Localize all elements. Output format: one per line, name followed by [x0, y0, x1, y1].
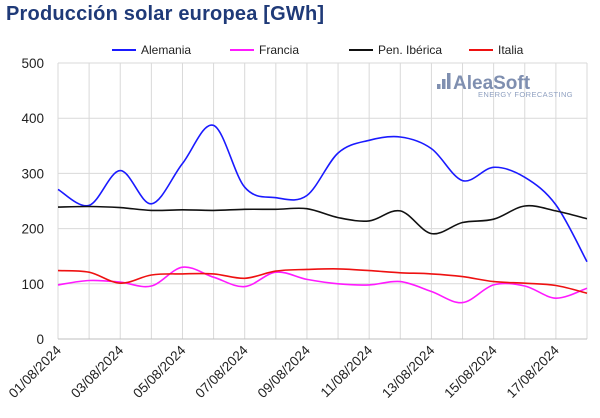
x-tick-label: 05/08/2024 [130, 342, 189, 401]
legend-label: Alemania [141, 43, 191, 57]
legend: Alemania Francia Pen. Ibérica Italia [112, 43, 524, 57]
x-tick-label: 03/08/2024 [68, 342, 127, 401]
logo-name: AleaSoft [453, 73, 531, 94]
y-axis: 0 100 200 300 400 500 [21, 56, 44, 347]
series-line-alemania [57, 124, 588, 263]
series-lines [57, 124, 588, 304]
series-line-francia [57, 266, 588, 304]
y-tick-label: 200 [21, 222, 44, 237]
x-tick-label: 15/08/2024 [441, 342, 500, 401]
legend-label: Francia [259, 43, 299, 57]
x-tick-label: 09/08/2024 [255, 342, 314, 401]
x-tick-label: 07/08/2024 [192, 342, 251, 401]
series-line-italia [57, 268, 588, 294]
y-tick-label: 100 [21, 277, 44, 292]
legend-label: Italia [498, 43, 524, 57]
x-tick-label: 17/08/2024 [504, 342, 563, 401]
x-axis: 01/08/2024 03/08/2024 05/08/2024 07/08/2024… [6, 342, 563, 401]
y-tick-label: 400 [21, 111, 44, 126]
x-tick-label: 01/08/2024 [6, 342, 65, 401]
chart-title: Producción solar europea [GWh] [6, 3, 325, 25]
series-line-pen-ib-rica [57, 204, 588, 235]
aleasoft-logo: AleaSoft ENERGY FORECASTING [437, 73, 573, 99]
legend-label: Pen. Ibérica [378, 43, 442, 57]
y-tick-label: 0 [36, 332, 44, 347]
x-tick-label: 13/08/2024 [379, 342, 438, 401]
y-tick-label: 300 [21, 166, 44, 181]
logo-icon [437, 73, 451, 89]
grid [57, 62, 588, 340]
x-tick-label: 11/08/2024 [318, 342, 376, 400]
logo-tagline: ENERGY FORECASTING [478, 90, 573, 99]
y-tick-label: 500 [21, 56, 44, 71]
